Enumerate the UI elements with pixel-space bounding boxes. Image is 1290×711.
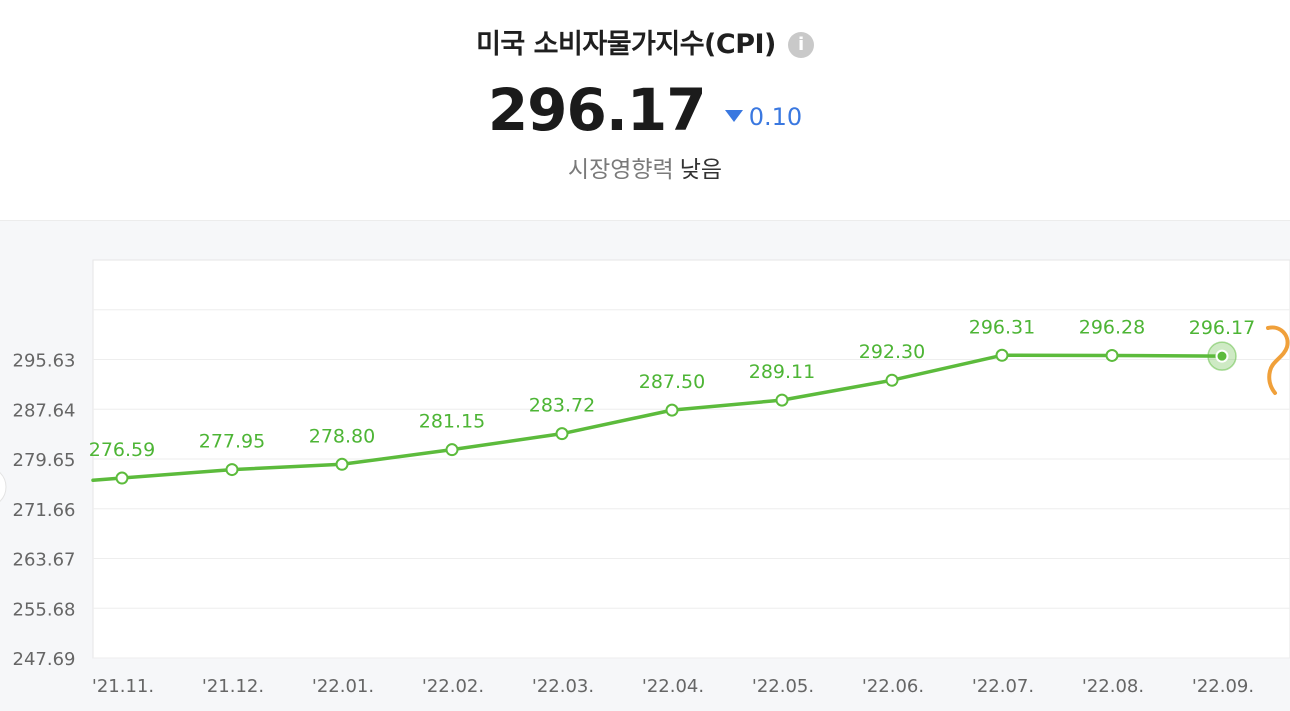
- scroll-left-handle: [0, 472, 7, 502]
- indicator-title-row: 미국 소비자물가지수(CPI) i: [0, 22, 1290, 61]
- x-tick-label: '22.02.: [422, 676, 484, 697]
- data-label: 287.50: [639, 371, 705, 393]
- data-label: 277.95: [199, 431, 265, 453]
- y-tick-label: 247.69: [13, 649, 76, 670]
- data-label: 292.30: [859, 341, 925, 363]
- data-label: 296.17: [1189, 317, 1255, 339]
- data-label: 289.11: [749, 361, 815, 383]
- x-tick-label: '22.05.: [752, 676, 814, 697]
- current-value: 296.17: [487, 76, 707, 144]
- x-tick-label: '22.06.: [862, 676, 924, 697]
- data-point: [885, 373, 899, 387]
- data-point: [1105, 348, 1119, 362]
- x-tick-label: '22.09.: [1192, 676, 1254, 697]
- series-line: [91, 353, 1224, 483]
- x-tick-label: '21.11.: [92, 676, 154, 697]
- data-label: 296.28: [1079, 316, 1145, 338]
- x-tick-label: '22.03.: [532, 676, 594, 697]
- change-value: 0.10: [748, 103, 803, 131]
- data-point: [775, 393, 789, 407]
- data-point: [995, 348, 1009, 362]
- annotation-squiggle: [1266, 325, 1290, 395]
- data-label: 276.59: [89, 439, 155, 461]
- y-tick-label: 263.67: [13, 550, 76, 571]
- y-tick-label: 287.64: [13, 400, 76, 421]
- y-tick-label: 295.63: [13, 351, 76, 372]
- y-tick-label: 255.68: [13, 599, 76, 620]
- data-point: [335, 457, 349, 471]
- change-indicator: 0.10: [724, 103, 803, 131]
- market-impact: 시장영향력 낮음: [0, 150, 1290, 184]
- y-tick-label: 271.66: [13, 500, 76, 521]
- x-tick-label: '22.04.: [642, 676, 704, 697]
- x-tick-label: '22.07.: [972, 676, 1034, 697]
- info-icon[interactable]: i: [787, 32, 814, 58]
- x-tick-label: '22.01.: [312, 676, 374, 697]
- market-impact-label: 시장영향력: [567, 157, 674, 183]
- value-row: 296.17 0.10: [0, 76, 1290, 144]
- data-point: [115, 471, 129, 485]
- y-tick-label: 279.65: [13, 450, 76, 471]
- down-triangle-icon: [724, 110, 743, 122]
- indicator-header: 미국 소비자물가지수(CPI) i 296.17 0.10 시장영향력 낮음: [0, 0, 1290, 220]
- data-point-highlighted: [1215, 349, 1229, 363]
- data-point: [225, 463, 239, 477]
- x-tick-label: '21.12.: [202, 676, 264, 697]
- chart-area: 295.63 287.64 279.65 271.66 263.67 255.68 247.…: [0, 220, 1290, 711]
- data-label: 281.15: [419, 411, 485, 433]
- x-tick-label: '22.08.: [1082, 676, 1144, 697]
- data-label: 283.72: [529, 395, 595, 417]
- data-point: [555, 427, 569, 441]
- data-label: 296.31: [969, 316, 1035, 338]
- page-title: 미국 소비자물가지수(CPI): [476, 29, 776, 60]
- data-label: 278.80: [309, 425, 375, 447]
- line-chart[interactable]: 295.63 287.64 279.65 271.66 263.67 255.68 247.…: [0, 221, 1290, 711]
- data-point: [665, 403, 679, 417]
- data-point: [445, 443, 459, 457]
- market-impact-value: 낮음: [679, 157, 723, 183]
